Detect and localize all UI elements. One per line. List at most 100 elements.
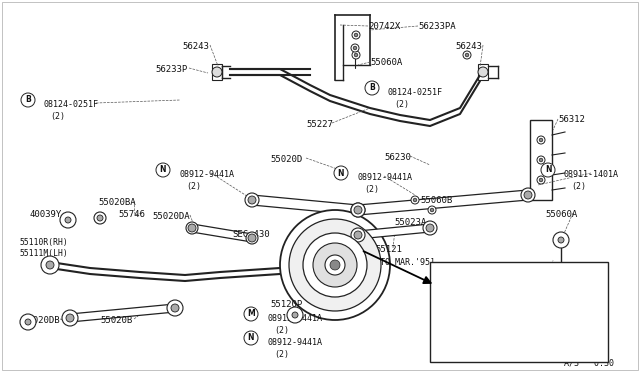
Circle shape xyxy=(313,243,357,287)
Circle shape xyxy=(413,198,417,202)
Text: 55060A: 55060A xyxy=(545,210,577,219)
Circle shape xyxy=(411,196,419,204)
Circle shape xyxy=(248,196,256,204)
Bar xyxy=(212,64,222,80)
Text: 55020DB: 55020DB xyxy=(22,316,60,325)
Text: 55121: 55121 xyxy=(375,245,402,254)
Text: 55060A: 55060A xyxy=(370,58,403,67)
Circle shape xyxy=(558,290,564,296)
Circle shape xyxy=(244,331,258,345)
Text: (2): (2) xyxy=(50,112,65,121)
Polygon shape xyxy=(358,224,430,239)
Circle shape xyxy=(244,307,258,321)
Text: 55746: 55746 xyxy=(118,210,145,219)
Bar xyxy=(530,120,552,200)
Text: B: B xyxy=(25,96,31,105)
Circle shape xyxy=(280,210,390,320)
Circle shape xyxy=(21,93,35,107)
Circle shape xyxy=(351,44,359,52)
Text: 40039Y: 40039Y xyxy=(30,210,62,219)
Text: 56260N: 56260N xyxy=(549,282,581,291)
Circle shape xyxy=(540,158,543,162)
Text: N: N xyxy=(545,166,551,174)
Circle shape xyxy=(353,46,357,50)
Circle shape xyxy=(351,203,365,217)
Circle shape xyxy=(354,33,358,37)
Text: N: N xyxy=(160,166,166,174)
Circle shape xyxy=(325,255,345,275)
Circle shape xyxy=(171,304,179,312)
Text: [FROM MAR.'95]: [FROM MAR.'95] xyxy=(440,268,510,277)
Text: 55020BA: 55020BA xyxy=(98,198,136,207)
Polygon shape xyxy=(358,190,529,215)
Circle shape xyxy=(351,203,365,217)
Circle shape xyxy=(586,344,594,352)
Circle shape xyxy=(334,166,348,180)
Text: 55120P: 55120P xyxy=(270,300,302,309)
Text: 55020B: 55020B xyxy=(100,316,132,325)
Text: 55111M(LH): 55111M(LH) xyxy=(20,249,68,258)
Circle shape xyxy=(245,193,259,207)
Circle shape xyxy=(553,285,569,301)
Bar xyxy=(430,262,608,362)
Text: B: B xyxy=(369,83,375,93)
Circle shape xyxy=(352,31,360,39)
Polygon shape xyxy=(252,195,358,215)
Circle shape xyxy=(212,67,222,77)
Circle shape xyxy=(463,51,471,59)
Text: 55121: 55121 xyxy=(478,300,505,309)
Circle shape xyxy=(423,221,437,235)
Text: (2): (2) xyxy=(364,185,379,194)
Circle shape xyxy=(246,232,258,244)
Text: 56233P: 56233P xyxy=(155,65,188,74)
Text: 56312: 56312 xyxy=(558,115,585,124)
Circle shape xyxy=(186,222,198,234)
Circle shape xyxy=(46,261,54,269)
Circle shape xyxy=(60,212,76,228)
Text: N: N xyxy=(338,169,344,177)
Text: 08912-9441A: 08912-9441A xyxy=(267,338,322,347)
Text: 08915-5441A: 08915-5441A xyxy=(267,314,322,323)
Circle shape xyxy=(354,231,362,239)
Polygon shape xyxy=(191,224,253,242)
Circle shape xyxy=(354,206,362,214)
Circle shape xyxy=(465,53,468,57)
Circle shape xyxy=(20,314,36,330)
Circle shape xyxy=(553,232,569,248)
Circle shape xyxy=(94,212,106,224)
Text: 08912-9441A: 08912-9441A xyxy=(179,170,234,179)
Text: (2): (2) xyxy=(394,100,409,109)
Text: 08124-0251F: 08124-0251F xyxy=(43,100,98,109)
Text: 55023A: 55023A xyxy=(394,218,426,227)
Text: 56230: 56230 xyxy=(384,153,411,162)
Circle shape xyxy=(156,163,170,177)
Circle shape xyxy=(354,206,362,214)
Circle shape xyxy=(581,339,599,357)
Text: 55020D: 55020D xyxy=(270,155,302,164)
Circle shape xyxy=(289,219,381,311)
Circle shape xyxy=(188,224,196,232)
Text: (2): (2) xyxy=(571,182,586,191)
Circle shape xyxy=(521,188,535,202)
Text: [UP TO MAR.'95]: [UP TO MAR.'95] xyxy=(360,257,435,266)
Circle shape xyxy=(41,256,59,274)
Circle shape xyxy=(438,326,456,344)
Text: 55020DA: 55020DA xyxy=(152,212,189,221)
Circle shape xyxy=(365,81,379,95)
Text: SEC.430: SEC.430 xyxy=(232,230,269,239)
Text: N: N xyxy=(248,334,254,343)
Circle shape xyxy=(540,178,543,182)
Circle shape xyxy=(540,138,543,142)
Text: 08911-1401A: 08911-1401A xyxy=(564,170,619,179)
Text: (2): (2) xyxy=(274,326,289,335)
Text: 55227: 55227 xyxy=(306,120,333,129)
Polygon shape xyxy=(447,330,591,353)
Circle shape xyxy=(351,228,365,242)
Circle shape xyxy=(426,224,434,232)
Text: 08912-9441A: 08912-9441A xyxy=(357,173,412,182)
Text: (2): (2) xyxy=(274,350,289,359)
Circle shape xyxy=(65,217,71,223)
Circle shape xyxy=(97,215,103,221)
Circle shape xyxy=(330,260,340,270)
Circle shape xyxy=(537,176,545,184)
